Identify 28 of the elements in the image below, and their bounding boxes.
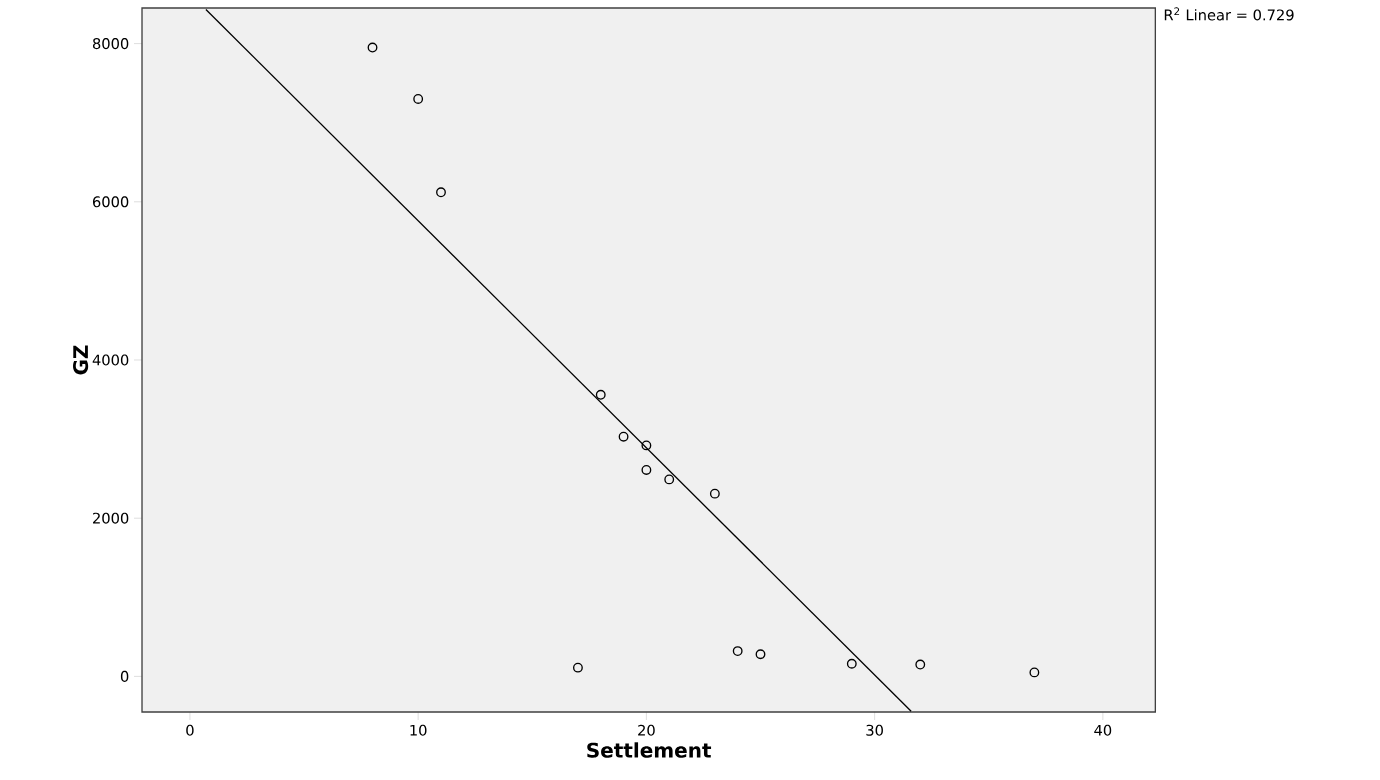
point	[641, 440, 652, 451]
point	[413, 94, 424, 104]
y-tick-label: 0	[120, 670, 129, 682]
point	[732, 646, 743, 657]
y-tick-label: 4000	[92, 354, 129, 366]
x-tick-label: 30	[866, 724, 883, 736]
y-axis-title: GZ	[73, 345, 89, 375]
point	[664, 474, 675, 485]
point	[595, 389, 606, 400]
point	[1029, 667, 1040, 678]
point	[367, 42, 378, 53]
y-tick-label: 8000	[92, 38, 129, 50]
x-tick-label: 40	[1094, 724, 1112, 736]
point	[755, 649, 766, 660]
x-axis-title: Settlement	[587, 742, 712, 758]
point	[618, 431, 629, 442]
x-tick-label: 20	[638, 724, 655, 736]
x-tick-label: 0	[186, 724, 194, 736]
point	[709, 488, 720, 499]
point	[641, 465, 652, 475]
point	[436, 187, 446, 198]
x-tick-label: 10	[410, 724, 427, 736]
y-tick-label: 6000	[93, 196, 129, 208]
y-tick-label: 2000	[93, 512, 129, 524]
point	[915, 659, 926, 670]
point	[572, 662, 583, 673]
point	[846, 658, 857, 669]
text: R$^{2}$ Linear = 0.729	[1164, 7, 1294, 21]
